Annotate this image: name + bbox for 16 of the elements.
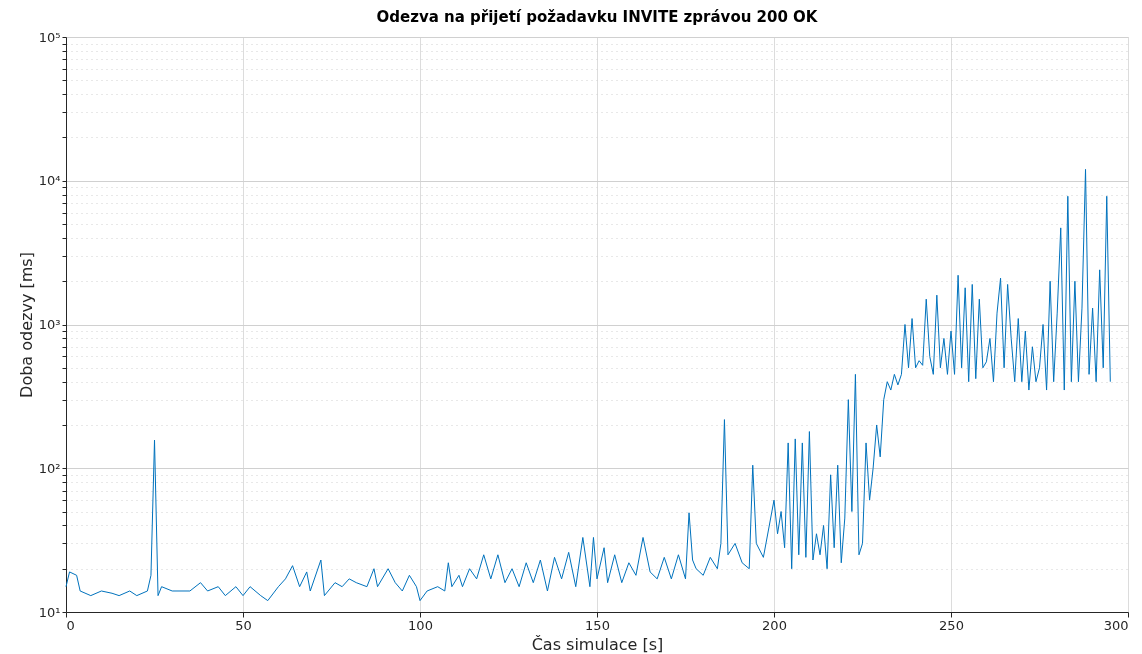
x-tick-label: 0 bbox=[66, 617, 75, 633]
chart-title: Odezva na přijetí požadavku INVITE zprávou 200 OK bbox=[376, 8, 819, 26]
line-series bbox=[65, 168, 1111, 602]
y-tick-label: 10³ bbox=[38, 317, 61, 332]
x-tick-label: 300 bbox=[1103, 617, 1129, 633]
y-tick-label: 10² bbox=[38, 460, 61, 476]
x-tick-label: 150 bbox=[585, 617, 610, 633]
x-tick-label: 250 bbox=[939, 617, 964, 633]
x-axis-title: Čas simulace [s] bbox=[531, 634, 664, 654]
y-tick-label: 10⁴ bbox=[38, 173, 61, 189]
x-tick-label: 100 bbox=[408, 617, 433, 633]
y-tick-label: 10¹ bbox=[38, 604, 61, 620]
x-tick-label: 50 bbox=[235, 617, 252, 633]
x-tick-label: 200 bbox=[762, 617, 787, 633]
y-axis-title: Doba odezvy [ms] bbox=[16, 252, 36, 398]
y-tick-label: 10⁵ bbox=[38, 29, 61, 45]
